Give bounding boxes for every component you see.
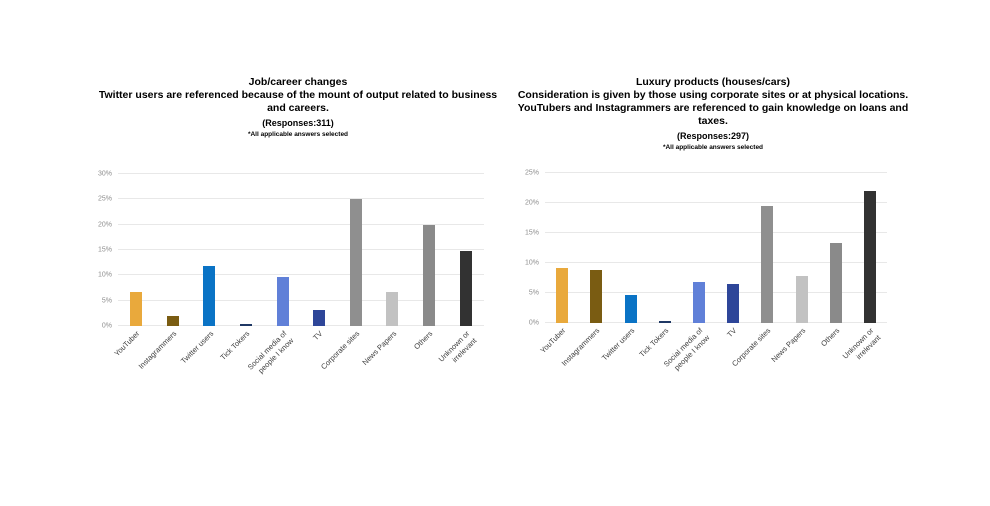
bar-others: [829, 242, 842, 323]
bar-column: [853, 173, 887, 323]
chart-panel-job-career-changes: Job/career changes Twitter users are ref…: [93, 76, 503, 375]
chart-subtitle: Twitter users are referenced because of …: [98, 89, 498, 114]
chart-panel-luxury-products: Luxury products (houses/cars) Considerat…: [512, 76, 914, 372]
bar-unknown-or-irrelevant: [459, 250, 472, 326]
chart-responses-count: (Responses:311): [262, 118, 334, 128]
gridline: [545, 322, 887, 323]
x-axis-labels: YouTuber Instagrammers Twitter users Tick T…: [113, 326, 484, 394]
bar-tv: [313, 310, 326, 326]
chart-footnote: *All applicable answers selected: [247, 131, 349, 138]
chart-title-block: Luxury products (houses/cars) Considerat…: [512, 76, 914, 151]
bar-news-papers: [795, 275, 808, 323]
gridline: [118, 223, 484, 225]
chart-footnote: *All applicable answers selected: [662, 144, 764, 151]
gridline: [118, 173, 484, 174]
gridline: [545, 202, 887, 203]
bar-column: [264, 174, 301, 326]
bar-column: [301, 174, 338, 326]
chart-title: Job/career changes: [248, 76, 348, 88]
bar-column: [784, 173, 818, 323]
gridline: [118, 325, 484, 326]
bar-column: [545, 173, 579, 323]
bar-youtuber: [130, 291, 143, 326]
bar-column: [613, 173, 647, 323]
plot-area: 0% 5% 10% 15% 20% 25%: [525, 170, 887, 327]
plot-wrap: 0% 5% 10% 15% 20% 25% 30% YouTuber Instagrammer…: [98, 171, 484, 394]
y-tick-label: 30%: [97, 170, 112, 178]
y-tick-label: 20%: [97, 221, 112, 229]
plot-area: 0% 5% 10% 15% 20% 25% 30%: [98, 171, 484, 330]
bar-twitter-users: [624, 294, 637, 323]
gridline: [118, 249, 484, 250]
y-tick-label: 0%: [101, 322, 112, 330]
bar-social-media-of-people-i-know: [276, 277, 289, 326]
bar-column: [682, 173, 716, 323]
chart-responses-count: (Responses:297): [676, 131, 750, 141]
bar-column: [648, 173, 682, 323]
gridline: [545, 232, 887, 233]
bar-others: [423, 225, 436, 326]
bar-instagrammers: [166, 316, 179, 326]
y-tick-label: 25%: [97, 195, 112, 203]
bar-corporate-sites: [349, 198, 362, 326]
bars: [545, 173, 887, 323]
chart-subtitle: Consideration is given by those using co…: [517, 89, 909, 127]
x-axis-labels: YouTuber Instagrammers Twitter users Tick T…: [538, 323, 887, 391]
bar-twitter-users: [203, 265, 216, 326]
bar-tick-tokers: [658, 321, 671, 323]
bar-tick-tokers: [240, 324, 253, 326]
y-tick-label: 5%: [101, 297, 112, 305]
bar-column: [155, 174, 192, 326]
bar-youtuber: [556, 268, 569, 323]
bar-column: [716, 173, 750, 323]
y-tick-label: 15%: [97, 246, 112, 254]
gridline: [545, 292, 887, 293]
gridline: [118, 198, 484, 200]
bars: [118, 174, 484, 326]
bar-column: [579, 173, 613, 323]
bar-instagrammers: [590, 270, 603, 323]
bar-column: [118, 174, 155, 326]
y-tick-label: 10%: [524, 259, 539, 267]
bar-corporate-sites: [761, 206, 774, 323]
y-tick-label: 0%: [528, 319, 539, 327]
bar-unknown-or-irrelevant: [863, 191, 876, 323]
gridline: [118, 274, 484, 276]
chart-title-block: Job/career changes Twitter users are ref…: [93, 76, 503, 138]
y-tick-label: 5%: [528, 289, 539, 297]
gridline: [545, 262, 887, 263]
bar-column: [819, 173, 853, 323]
bar-column: [750, 173, 784, 323]
plot-wrap: 0% 5% 10% 15% 20% 25% YouTuber Instagrammers Tw…: [525, 170, 887, 391]
bar-column: [447, 174, 484, 326]
chart-title: Luxury products (houses/cars): [635, 76, 791, 88]
bar-column: [228, 174, 265, 326]
bar-column: [338, 174, 375, 326]
bar-tv: [727, 284, 740, 323]
y-tick-label: 10%: [97, 271, 112, 279]
bar-column: [374, 174, 411, 326]
bar-column: [411, 174, 448, 326]
bar-news-papers: [386, 292, 399, 326]
y-tick-label: 20%: [524, 199, 539, 207]
y-tick-label: 25%: [524, 169, 539, 177]
bar-social-media-of-people-i-know: [692, 281, 705, 323]
gridline: [545, 172, 887, 173]
gridline: [118, 299, 484, 301]
y-tick-label: 15%: [524, 229, 539, 237]
bar-column: [191, 174, 228, 326]
